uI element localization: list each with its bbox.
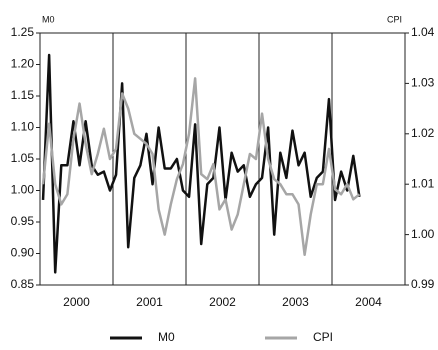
legend-label: CPI: [313, 330, 333, 344]
y-tick-label: 1.05: [11, 151, 35, 165]
y2-tick-label: 1.00: [411, 227, 435, 241]
y-tick-label: 1.00: [11, 183, 35, 197]
x-tick-label: 2003: [282, 295, 309, 309]
y2-tick-label: 1.04: [411, 25, 435, 39]
y-tick-label: 1.25: [11, 25, 35, 39]
y2-tick-label: 1.01: [411, 176, 435, 190]
y-tick-label: 1.10: [11, 120, 35, 134]
x-tick-label: 2000: [63, 295, 90, 309]
y-tick-label: 0.90: [11, 246, 35, 260]
x-tick-label: 2002: [209, 295, 236, 309]
legend-label: M0: [158, 330, 175, 344]
y2-tick-label: 1.03: [411, 76, 435, 90]
y-tick-label: 1.15: [11, 88, 35, 102]
y-tick-label: 1.20: [11, 57, 35, 71]
series-line: [41, 77, 361, 257]
x-tick-label: 2001: [136, 295, 163, 309]
y-axis-title: M0: [42, 14, 55, 24]
y2-tick-label: 1.02: [411, 126, 435, 140]
y-tick-label: 0.85: [11, 277, 35, 291]
x-tick-label: 2004: [355, 295, 382, 309]
y2-axis-title: CPI: [387, 14, 402, 24]
y2-tick-label: 0.99: [411, 277, 435, 291]
y-tick-label: 0.95: [11, 214, 35, 228]
series-line: [41, 53, 361, 274]
